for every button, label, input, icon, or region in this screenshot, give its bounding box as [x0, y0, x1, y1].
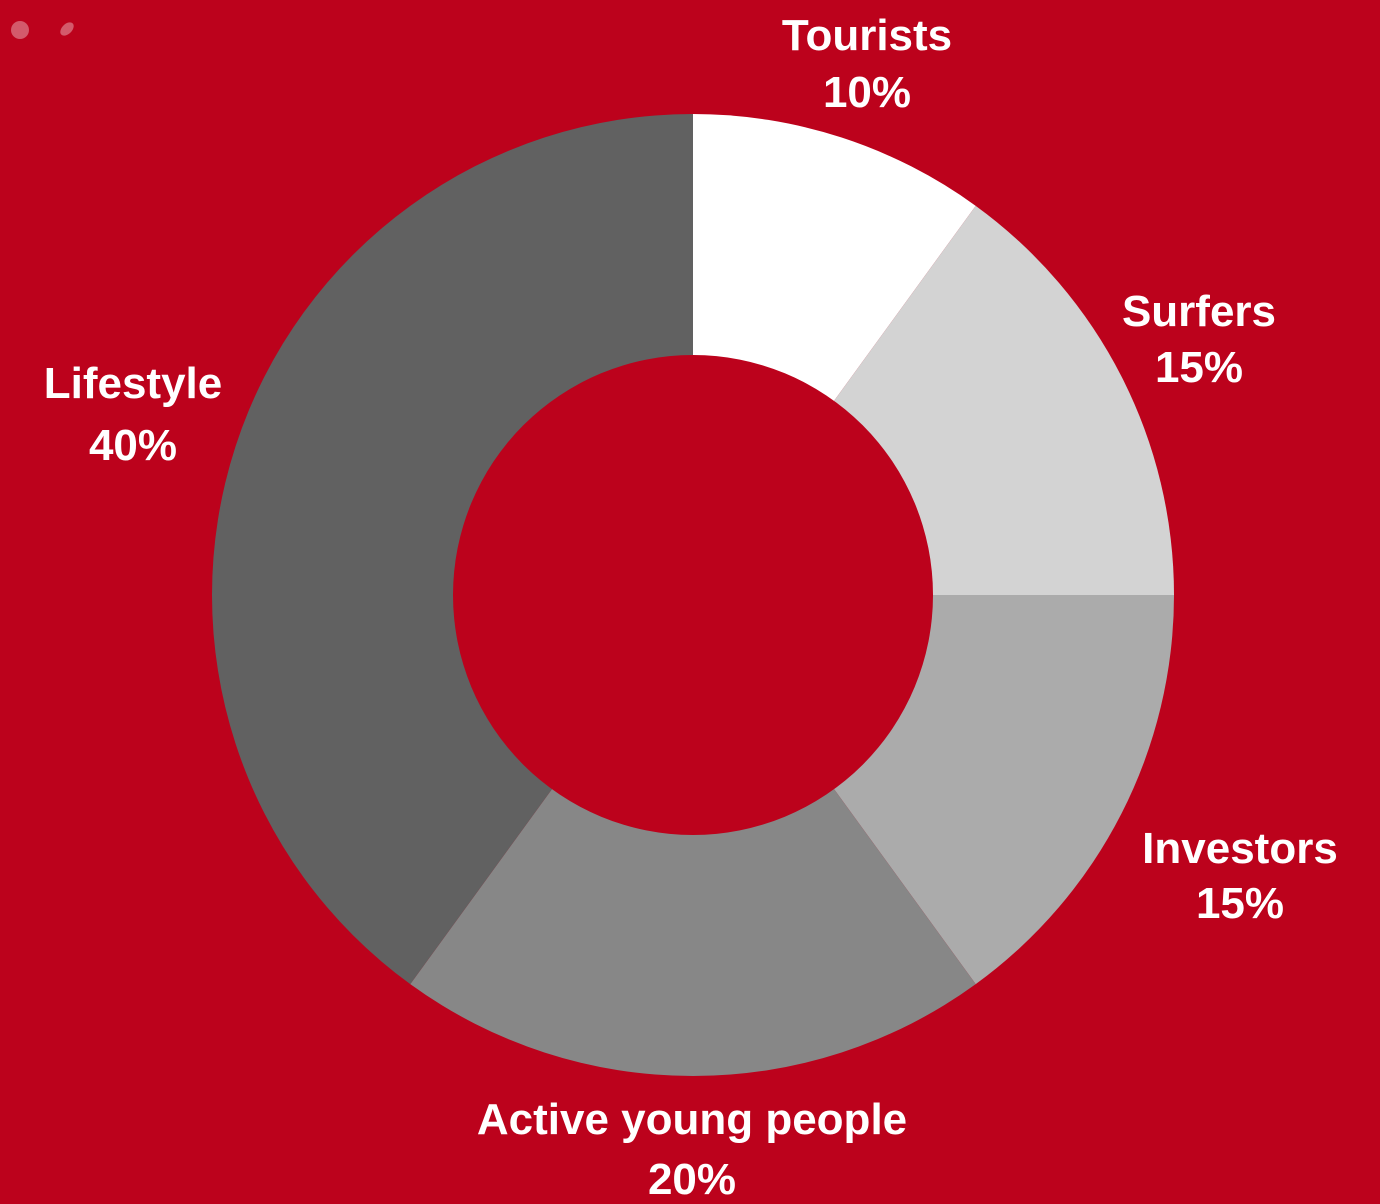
slice-label-group-active-young-people: Active young people 20%: [477, 1095, 907, 1204]
donut-hole: [453, 355, 933, 835]
slice-value-tourists: 10%: [823, 68, 911, 117]
slice-label-group-tourists: Tourists 10%: [782, 11, 952, 117]
slice-active-young-people: [410, 595, 976, 1076]
slice-label-surfers: Surfers: [1122, 287, 1276, 336]
slice-label-active-young-people: Active young people: [477, 1095, 907, 1144]
window-dot-2: [60, 22, 74, 36]
slice-label-tourists: Tourists: [782, 11, 952, 60]
slice-value-active-young-people: 20%: [648, 1155, 736, 1204]
slice-value-surfers: 15%: [1155, 343, 1243, 392]
window-dots: [11, 21, 74, 39]
slice-label-group-lifestyle: Lifestyle 40%: [44, 359, 223, 470]
slice-label-group-surfers: Surfers 15%: [1122, 287, 1276, 392]
slice-label-lifestyle: Lifestyle: [44, 359, 223, 408]
slice-label-group-investors: Investors 15%: [1142, 824, 1338, 928]
slice-value-investors: 15%: [1196, 879, 1284, 928]
window-dot-1: [11, 21, 29, 39]
slice-value-lifestyle: 40%: [89, 421, 177, 470]
slice-lifestyle: [212, 114, 693, 985]
slice-label-investors: Investors: [1142, 824, 1338, 873]
